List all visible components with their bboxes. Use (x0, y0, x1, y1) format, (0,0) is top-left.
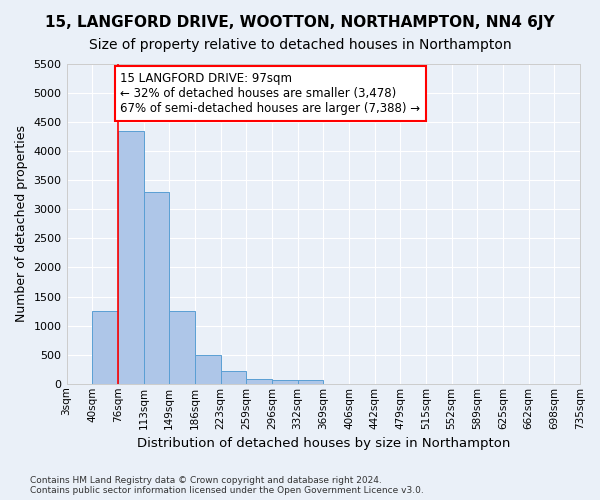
Y-axis label: Number of detached properties: Number of detached properties (15, 126, 28, 322)
Text: Contains HM Land Registry data © Crown copyright and database right 2024.
Contai: Contains HM Land Registry data © Crown c… (30, 476, 424, 495)
Text: 15 LANGFORD DRIVE: 97sqm
← 32% of detached houses are smaller (3,478)
67% of sem: 15 LANGFORD DRIVE: 97sqm ← 32% of detach… (121, 72, 421, 115)
Bar (298, 380, 323, 384)
Text: 15, LANGFORD DRIVE, WOOTTON, NORTHAMPTON, NN4 6JY: 15, LANGFORD DRIVE, WOOTTON, NORTHAMPTON… (45, 15, 555, 30)
Bar (195, 356, 221, 384)
X-axis label: Distribution of detached houses by size in Northampton: Distribution of detached houses by size … (137, 437, 510, 450)
Text: Size of property relative to detached houses in Northampton: Size of property relative to detached ho… (89, 38, 511, 52)
Bar (92, 310, 118, 384)
Bar (143, 192, 169, 384)
Bar (118, 131, 143, 384)
Bar (169, 310, 195, 384)
Bar (272, 380, 298, 384)
Bar (221, 371, 246, 384)
Bar (246, 378, 272, 384)
